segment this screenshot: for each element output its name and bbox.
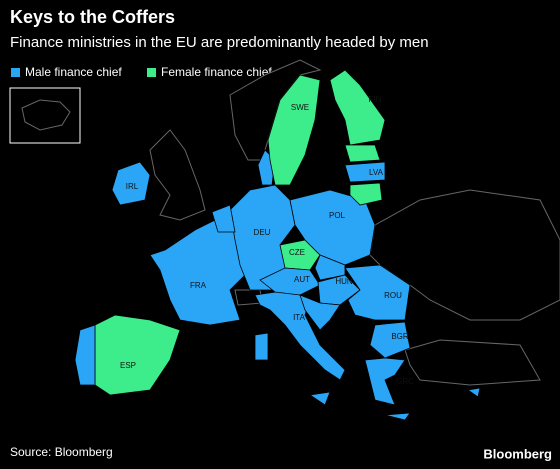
country	[317, 274, 361, 306]
country	[344, 144, 381, 163]
country-label: FIN	[369, 95, 382, 104]
country-label: ROU	[384, 291, 402, 300]
country-label: IRL	[126, 182, 139, 191]
legend-swatch	[147, 68, 156, 77]
country-label: AUT	[294, 275, 310, 284]
country	[349, 182, 383, 206]
turkey	[404, 339, 541, 386]
country	[267, 74, 321, 186]
country	[211, 204, 236, 233]
country-label: POL	[329, 211, 346, 220]
country-label: GRC	[396, 377, 414, 386]
legend-swatch	[11, 68, 20, 77]
country-label: ESP	[120, 361, 136, 370]
country	[344, 161, 386, 183]
inset-box	[9, 87, 81, 144]
map	[9, 59, 560, 421]
country	[384, 412, 411, 421]
country	[289, 189, 376, 266]
country	[74, 324, 96, 386]
country	[369, 321, 411, 359]
country-label: ITA	[293, 313, 306, 322]
country-label: LVA	[369, 168, 384, 177]
country	[344, 264, 411, 321]
country	[299, 294, 341, 331]
legend-label: Male finance chief	[25, 65, 122, 79]
country	[329, 69, 386, 146]
country-label: FRA	[190, 281, 207, 290]
country-label: SWE	[291, 103, 309, 112]
country	[94, 314, 181, 396]
country-label: DEU	[254, 228, 271, 237]
country	[279, 239, 321, 271]
iceland	[21, 99, 71, 131]
country	[314, 254, 346, 281]
country-labels: SWE FIN LVA IRL DEU POL CZE FRA AUT HUN ROU ITA BGR E…	[120, 95, 414, 386]
country-label: BGR	[391, 332, 409, 341]
source: Source: Bloomberg	[10, 445, 113, 459]
subtitle: Finance ministries in the EU are predomi…	[10, 34, 429, 51]
country	[254, 332, 269, 361]
country	[466, 387, 481, 398]
country-label: HUN	[335, 277, 353, 286]
country	[308, 391, 331, 406]
country	[364, 357, 406, 406]
country-label: CZE	[289, 248, 305, 257]
legend-label: Female finance chief	[161, 65, 272, 79]
title: Keys to the Coffers	[10, 7, 175, 27]
uk	[149, 129, 206, 221]
brand: Bloomberg	[483, 446, 552, 461]
country	[111, 161, 151, 206]
